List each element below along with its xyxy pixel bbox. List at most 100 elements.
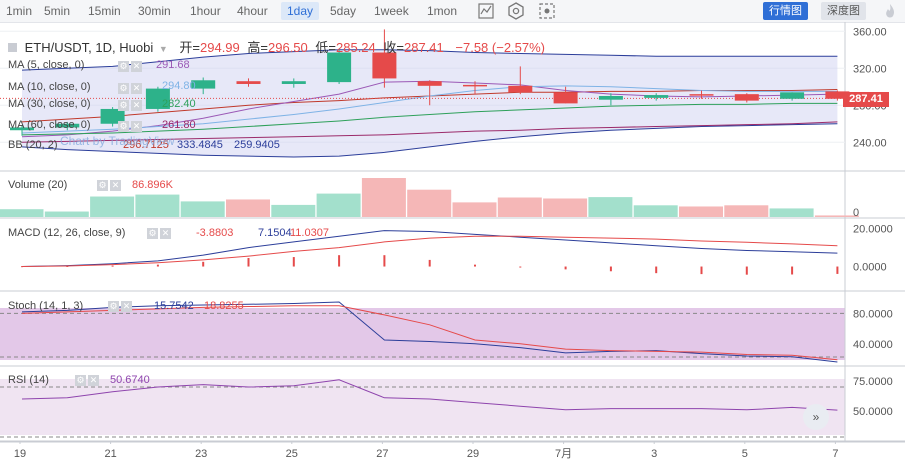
ma30-legend[interactable]: MA (30, close, 0) (8, 98, 91, 110)
fullscreen-icon[interactable] (537, 1, 557, 21)
timeframe-30min[interactable]: 30min (138, 4, 171, 18)
volume-close-icon[interactable]: ✕ (110, 180, 121, 191)
toolbar: 1min 5min 15min 30min 1hour 4hour 1day 5… (0, 0, 905, 23)
macd-axis-label: 20.0000 (853, 224, 893, 236)
stoch-axis-label: 80.0000 (853, 308, 893, 320)
header-dropdown-icon[interactable]: ▼ (158, 44, 168, 54)
macd-histogram-bar (156, 264, 159, 267)
settings-gear-icon[interactable] (506, 1, 526, 21)
symbol-expand-icon[interactable] (8, 43, 17, 52)
ma30-settings-icon[interactable]: ⚙ (118, 100, 129, 111)
timeframe-1week[interactable]: 1week (374, 4, 409, 18)
time-axis-label: 29 (467, 448, 479, 460)
low-label: 低 (315, 40, 329, 55)
stoch-axis-label: 40.0000 (853, 339, 893, 351)
candle-body (463, 84, 487, 87)
timeframe-1hour[interactable]: 1hour (190, 4, 221, 18)
volume-settings-icon[interactable]: ⚙ (97, 180, 108, 191)
macd-hist-value: -3.8803 (196, 227, 234, 239)
stoch-settings-icon[interactable]: ⚙ (108, 301, 119, 312)
candle-body (553, 92, 578, 104)
ma60-close-icon[interactable]: ✕ (131, 121, 142, 132)
timeframe-15min[interactable]: 15min (88, 4, 121, 18)
candle-body (10, 127, 34, 131)
bb-legend[interactable]: BB (20, 2) (8, 139, 58, 151)
last-price-tag: 287.41 (843, 92, 889, 107)
rsi-axis-label: 50.0000 (853, 406, 893, 418)
volume-bar (814, 215, 859, 217)
timeframe-4hour[interactable]: 4hour (237, 4, 268, 18)
ma60-legend[interactable]: MA (60, close, 0) (8, 119, 91, 131)
macd-histogram-bar (609, 266, 612, 272)
volume-bar (497, 197, 542, 217)
macd-histogram-bar (247, 258, 250, 267)
volume-bar (180, 201, 225, 217)
macd-signal-line (21, 235, 838, 268)
candle-body (236, 81, 261, 84)
depth-view-button[interactable]: 深度图 (821, 2, 866, 20)
rsi-settings-icon[interactable]: ⚙ (75, 375, 86, 386)
timeframe-1mon[interactable]: 1mon (427, 4, 458, 18)
ma30-name: MA (30, close, 0) (8, 98, 91, 110)
candle-body (100, 108, 125, 124)
chart-view-button[interactable]: 行情图 (763, 2, 808, 20)
timeframe-1day[interactable]: 1day (281, 2, 320, 20)
ma5-legend[interactable]: MA (5, close, 0) (8, 59, 84, 71)
close-value: 287.41 (404, 40, 444, 55)
symbol-title: ETH/USDT, 1D, Huobi (24, 40, 154, 55)
candle-body (508, 85, 533, 93)
volume-legend[interactable]: Volume (20) (8, 179, 67, 191)
volume-bar (271, 204, 316, 217)
open-label: 开 (179, 40, 193, 55)
volume-axis-label: 0 (853, 207, 859, 219)
time-axis-label: 3 (651, 448, 657, 460)
high-value: 296.50 (268, 40, 308, 55)
ma60-settings-icon[interactable]: ⚙ (118, 121, 129, 132)
macd-histogram-bar (836, 266, 839, 274)
macd-histogram-bar (292, 257, 295, 267)
stoch-k-line (21, 301, 838, 363)
rsi-close-icon[interactable]: ✕ (88, 375, 99, 386)
macd-settings-icon[interactable]: ⚙ (147, 228, 158, 239)
volume-bar (90, 196, 135, 217)
macd-histogram-bar (111, 265, 114, 267)
time-axis-label: 5 (742, 448, 748, 460)
ma5-close-icon[interactable]: ✕ (131, 61, 142, 72)
candle-body (145, 88, 170, 109)
ma10-settings-icon[interactable]: ⚙ (118, 83, 129, 94)
rsi-legend[interactable]: RSI (14) (8, 374, 49, 386)
timeframe-1min[interactable]: 1min (6, 4, 33, 18)
time-axis-label: 7 (832, 448, 838, 460)
macd-histogram-bar (66, 265, 69, 267)
timeframe-5day[interactable]: 5day (330, 4, 357, 18)
volume-bar (44, 211, 89, 217)
ma5-settings-icon[interactable]: ⚙ (118, 61, 129, 72)
macd-legend[interactable]: MACD (12, 26, close, 9) (8, 227, 125, 239)
volume-bar (769, 208, 814, 217)
candle-body (780, 92, 805, 99)
candle-body (734, 94, 759, 101)
ma10-name: MA (10, close, 0) (8, 81, 91, 93)
rsi-value: 50.6740 (110, 374, 150, 386)
stoch-close-icon[interactable]: ✕ (121, 301, 132, 312)
rsi-axis-label: 75.0000 (853, 376, 893, 388)
stoch-d-value: 18.8255 (204, 300, 244, 312)
price-chart[interactable]: 360.00320.00280.00240.00020.00000.000080… (0, 22, 905, 471)
volume-bar (679, 206, 723, 217)
macd-close-icon[interactable]: ✕ (160, 228, 171, 239)
ma30-close-icon[interactable]: ✕ (131, 100, 142, 111)
volume-bar (588, 197, 633, 217)
timeframe-5min[interactable]: 5min (44, 4, 71, 18)
volume-name: Volume (20) (8, 179, 68, 191)
scroll-to-latest-button[interactable]: » (803, 404, 829, 430)
close-label: 收 (383, 40, 397, 55)
volume-value: 86.896K (132, 179, 173, 191)
flame-icon[interactable] (880, 1, 900, 21)
stoch-legend[interactable]: Stoch (14, 1, 3) (8, 300, 83, 312)
ma10-close-icon[interactable]: ✕ (131, 83, 142, 94)
ma10-legend[interactable]: MA (10, close, 0) (8, 81, 91, 93)
macd-histogram-bar (519, 266, 522, 268)
indicator-icon[interactable] (476, 1, 496, 21)
ma60-name: MA (60, close, 0) (8, 119, 91, 131)
low-value: 285.24 (336, 40, 376, 55)
